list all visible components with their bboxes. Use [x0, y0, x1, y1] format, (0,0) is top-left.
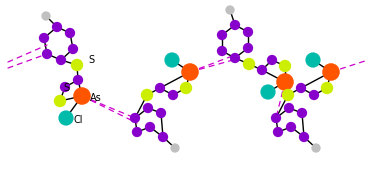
Point	[269, 59, 275, 61]
Text: As: As	[90, 93, 102, 103]
Point	[232, 57, 238, 59]
Point	[259, 69, 265, 71]
Point	[299, 112, 305, 114]
Point	[132, 117, 138, 119]
Point	[282, 81, 288, 83]
Point	[41, 37, 47, 39]
Point	[172, 147, 178, 149]
Point	[157, 87, 163, 89]
Point	[144, 94, 150, 96]
Point	[160, 136, 166, 138]
Point	[44, 53, 50, 55]
Text: S: S	[88, 55, 94, 65]
Point	[43, 15, 49, 17]
Point	[75, 79, 81, 81]
Point	[187, 71, 193, 73]
Point	[265, 91, 271, 93]
Point	[232, 24, 238, 26]
Point	[275, 131, 281, 133]
Point	[286, 107, 292, 109]
Point	[313, 147, 319, 149]
Point	[328, 71, 334, 73]
Point	[169, 59, 175, 61]
Point	[288, 126, 294, 128]
Point	[324, 87, 330, 89]
Point	[70, 48, 76, 50]
Point	[311, 94, 317, 96]
Point	[63, 117, 69, 119]
Point	[282, 65, 288, 67]
Point	[58, 59, 64, 61]
Point	[145, 107, 151, 109]
Point	[170, 94, 176, 96]
Point	[158, 112, 164, 114]
Text: Cl: Cl	[74, 115, 84, 125]
Point	[183, 87, 189, 89]
Point	[273, 117, 279, 119]
Point	[246, 63, 252, 65]
Text: S: S	[64, 83, 70, 93]
Point	[74, 64, 80, 66]
Point	[67, 32, 73, 34]
Point	[62, 86, 68, 88]
Point	[227, 9, 233, 11]
Point	[219, 34, 225, 36]
Point	[219, 50, 225, 52]
Point	[298, 87, 304, 89]
Point	[301, 136, 307, 138]
Point	[310, 59, 316, 61]
Point	[245, 31, 251, 33]
Point	[79, 95, 85, 97]
Point	[54, 26, 60, 28]
Point	[134, 131, 140, 133]
Point	[147, 126, 153, 128]
Point	[245, 47, 251, 49]
Point	[57, 100, 63, 102]
Point	[285, 94, 291, 96]
